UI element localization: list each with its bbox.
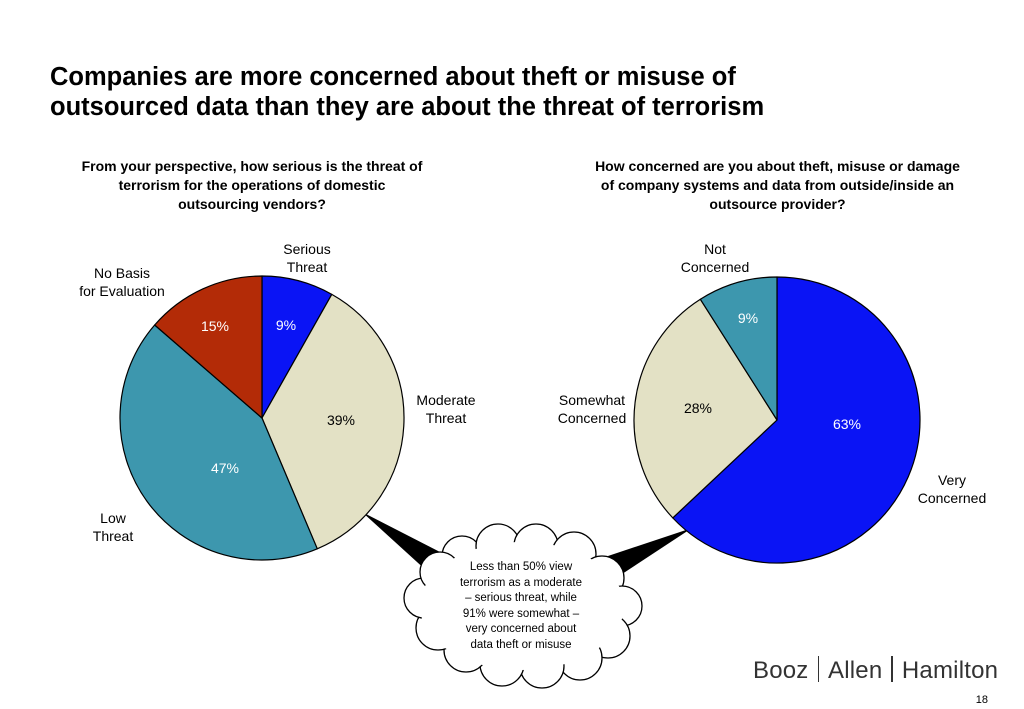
logo-word-1: Booz xyxy=(753,657,809,684)
left-question-line1: From your perspective, how serious is th… xyxy=(81,158,423,174)
callout-pointer-left xyxy=(362,512,440,572)
callout-line5: very concerned about xyxy=(465,623,577,635)
slice-category-label: Serious Threat xyxy=(283,241,330,275)
pie-slice xyxy=(672,276,921,564)
right-question-line2: of company systems and data from outside… xyxy=(600,177,955,193)
pie-slice xyxy=(699,276,778,421)
pie-slice xyxy=(633,298,778,519)
slice-category-label: Low Threat xyxy=(93,510,134,544)
callout-text: Less than 50% view terrorism as a modera… xyxy=(446,560,596,653)
slice-category-label: Not Concerned xyxy=(681,241,750,275)
slice-value-label: 9% xyxy=(738,310,758,326)
left-chart-question: From your perspective, how serious is th… xyxy=(52,157,452,214)
pie-slice xyxy=(119,324,318,561)
callout-line6: data theft or misuse xyxy=(470,638,572,651)
slice-value-label: 9% xyxy=(276,317,296,333)
page-title-line2: outsourced data than they are about the … xyxy=(50,93,765,121)
company-logo: Booz Allen Hamilton xyxy=(753,656,998,685)
callout-line4: 91% were somewhat – xyxy=(462,607,580,620)
logo-divider xyxy=(891,656,893,682)
callout-cloud xyxy=(362,512,692,689)
left-question-line3: outsourcing vendors? xyxy=(178,196,326,212)
pie-slice xyxy=(261,293,405,550)
page-title: Companies are more concerned about theft… xyxy=(50,62,950,122)
page-number: 18 xyxy=(975,694,988,706)
callout-line3: – serious threat, while xyxy=(465,592,577,604)
page-title-line1: Companies are more concerned about theft… xyxy=(50,63,736,91)
pie-chart-left: 9% Serious Threat 39% Moderate Threat 47% Low Th… xyxy=(79,241,476,561)
callout-pointer-right xyxy=(608,528,692,578)
slice-value-label: 63% xyxy=(833,416,861,432)
logo-word-2: Allen xyxy=(828,657,883,684)
slice-value-label: 28% xyxy=(684,400,712,416)
slice-value-label: 39% xyxy=(327,412,355,428)
pie-chart-right: 63% Very Concerned 28% Somewhat Concerned 9% No… xyxy=(558,241,987,564)
slice-category-label: No Basis for Evaluation xyxy=(79,265,165,299)
right-question-line1: How concerned are you about theft, misus… xyxy=(595,158,960,174)
logo-word-3: Hamilton xyxy=(901,657,999,684)
slice-category-label: Very Concerned xyxy=(918,472,987,506)
slice-category-label: Moderate Threat xyxy=(416,392,475,426)
slice-value-label: 15% xyxy=(201,318,229,334)
logo-divider xyxy=(817,656,820,682)
slice-value-label: 47% xyxy=(211,460,239,476)
right-question-line3: outsource provider? xyxy=(709,196,846,212)
left-question-line2: terrorism for the operations of domestic xyxy=(118,177,386,193)
cloud-fill xyxy=(420,542,624,670)
right-chart-question: How concerned are you about theft, misus… xyxy=(560,157,995,214)
callout-line1: Less than 50% view xyxy=(469,561,573,573)
callout-line2: terrorism as a moderate xyxy=(459,576,583,589)
pie-slice xyxy=(154,275,263,419)
slice-category-label: Somewhat Concerned xyxy=(558,392,627,426)
